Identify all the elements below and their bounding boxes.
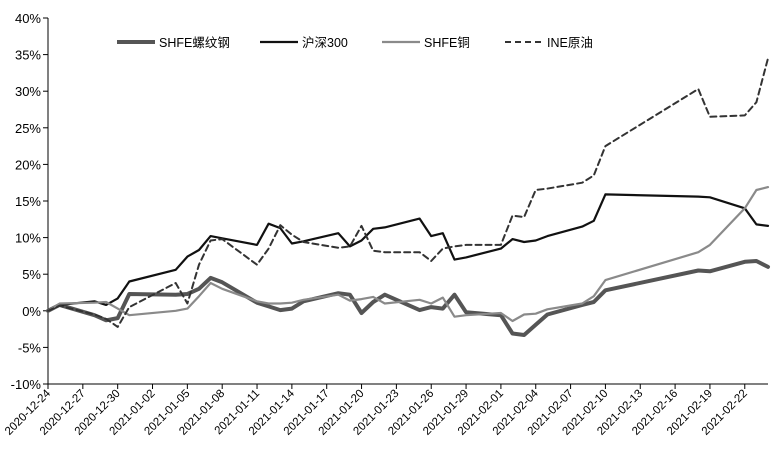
series-line-1: [46, 259, 770, 337]
series-line-4: [47, 57, 769, 328]
y-axis: 40% 35% 30% 25% 20% 15% 10% 5% 0% -5% -10%: [11, 11, 49, 392]
series-line-2: [46, 193, 770, 312]
series-line-3: [46, 186, 770, 323]
legend-label-1: SHFE螺纹钢: [159, 36, 230, 50]
legend-label-3: SHFE铜: [424, 35, 470, 50]
y-tick-label: 5%: [22, 267, 41, 282]
y-tick-label: 35%: [15, 48, 41, 63]
y-tick-label: 40%: [15, 11, 41, 26]
series-layer: [46, 57, 770, 337]
y-tick-group: 40% 35% 30% 25% 20% 15% 10% 5% 0% -5% -10%: [11, 11, 48, 392]
y-tick-label: -10%: [11, 377, 42, 392]
y-tick-label: 25%: [15, 121, 41, 136]
legend-label-4: INE原油: [547, 36, 593, 50]
legend: SHFE螺纹钢 沪深300 SHFE铜 INE原油: [117, 35, 593, 50]
y-tick-label: 15%: [15, 194, 41, 209]
x-tick-group: 2020-12-242020-12-272020-12-302021-01-02…: [3, 384, 750, 438]
y-tick-label: -5%: [18, 340, 42, 355]
y-tick-label: 20%: [15, 157, 41, 172]
y-tick-label: 10%: [15, 231, 41, 246]
x-axis: 2020-12-242020-12-272020-12-302021-01-02…: [3, 383, 768, 438]
legend-label-2: 沪深300: [302, 36, 348, 50]
y-tick-label: 30%: [15, 84, 41, 99]
y-tick-label: 0%: [22, 304, 41, 319]
